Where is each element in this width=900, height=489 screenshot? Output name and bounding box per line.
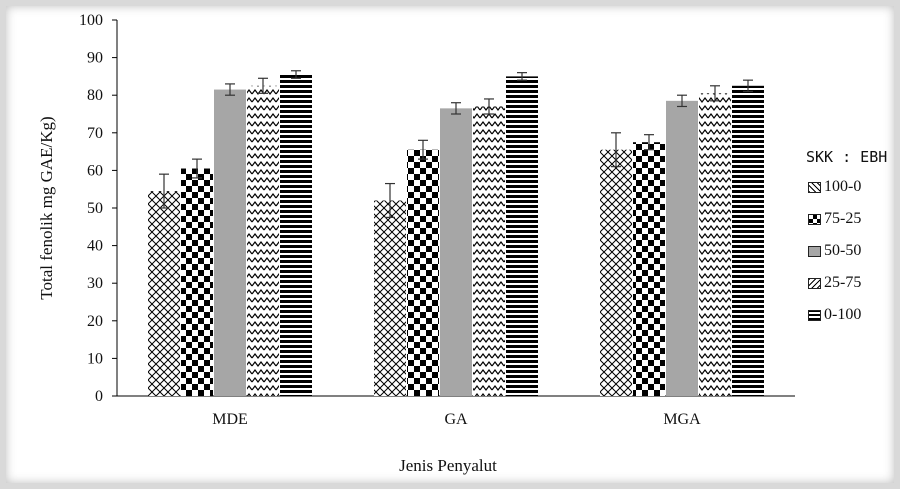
y-tick-label: 90	[87, 50, 103, 67]
bar-solid-gray	[666, 100, 698, 396]
legend-item: 100-0	[808, 178, 861, 196]
y-tick-label: 100	[79, 12, 103, 29]
y-tick-label: 70	[87, 125, 103, 142]
legend-label: 50-50	[824, 242, 862, 259]
bar-horizontal-stripes	[280, 74, 312, 397]
bar-solid-gray	[440, 108, 472, 397]
legend-label: 25-75	[824, 274, 862, 291]
legend-swatch	[808, 309, 821, 321]
bar-crosshatch	[374, 200, 406, 396]
x-tick-label: GA	[444, 411, 468, 428]
bar-solid-gray	[214, 89, 246, 396]
y-tick-label: 0	[95, 388, 103, 405]
bar-checkerboard	[633, 142, 665, 396]
plot-area: 0 10 20 30 40 50 60 70 80 90 100 MDE GA MGA	[79, 12, 795, 428]
bar-zigzag	[247, 85, 279, 397]
legend-item: 50-50	[808, 242, 861, 260]
bar-zigzag	[473, 106, 505, 396]
legend-label: 100-0	[824, 178, 862, 195]
bar-horizontal-stripes	[506, 76, 538, 397]
bar-checkerboard	[407, 149, 439, 396]
y-tick-label: 30	[87, 275, 103, 292]
bar-zigzag	[699, 93, 731, 396]
bar-crosshatch	[148, 191, 180, 396]
bar-crosshatch	[600, 149, 632, 396]
x-tick-label: MDE	[212, 411, 248, 428]
y-tick-label: 80	[87, 87, 103, 104]
x-tick-label: MGA	[663, 411, 701, 428]
legend-item: 0-100	[808, 306, 861, 324]
y-axis-label: Total fenolik mg GAE/Kg)	[37, 116, 56, 299]
y-tick-label: 10	[87, 350, 103, 367]
y-tick-label: 50	[87, 200, 103, 217]
bar-horizontal-stripes	[732, 85, 764, 397]
legend-item: 25-75	[808, 274, 861, 292]
legend-swatch	[808, 245, 821, 257]
y-tick-label: 20	[87, 313, 103, 330]
y-tick-label: 60	[87, 162, 103, 179]
y-tick-label: 40	[87, 238, 103, 255]
legend-label: 75-25	[824, 210, 862, 227]
bar-checkerboard	[181, 168, 213, 396]
x-axis-label: Jenis Penyalut	[399, 456, 497, 475]
legend-swatch	[808, 277, 821, 289]
legend-swatch	[808, 181, 821, 193]
legend-label: 0-100	[824, 306, 862, 323]
legend-swatch	[808, 213, 821, 225]
legend-item: 75-25	[808, 210, 861, 228]
legend-title: SKK : EBH	[806, 148, 888, 166]
